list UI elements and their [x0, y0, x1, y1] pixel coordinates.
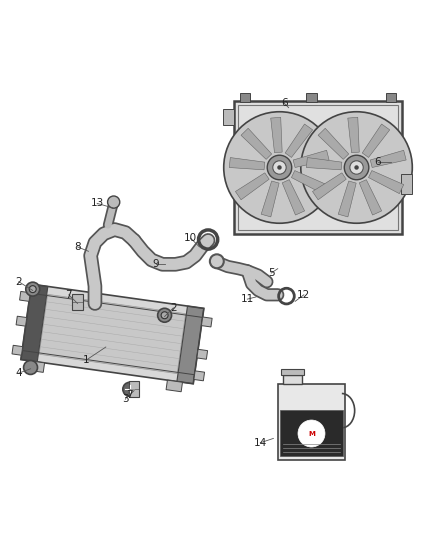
- Circle shape: [123, 382, 137, 396]
- Circle shape: [301, 112, 412, 223]
- Text: M: M: [308, 431, 315, 437]
- Text: 2: 2: [170, 303, 177, 313]
- Polygon shape: [291, 171, 327, 193]
- Polygon shape: [362, 124, 390, 157]
- Text: 8: 8: [74, 242, 81, 252]
- Polygon shape: [285, 124, 313, 157]
- Text: 11: 11: [240, 294, 254, 304]
- Bar: [234, 101, 402, 234]
- Text: 6: 6: [281, 98, 288, 108]
- Circle shape: [273, 161, 286, 174]
- Text: 4: 4: [15, 368, 22, 378]
- Bar: [28, 361, 45, 373]
- Polygon shape: [370, 150, 406, 167]
- Bar: [21, 284, 48, 362]
- Text: 3: 3: [122, 394, 129, 404]
- Text: 2: 2: [15, 277, 22, 287]
- Bar: [129, 382, 139, 397]
- Polygon shape: [235, 173, 269, 200]
- Bar: [240, 93, 251, 102]
- Polygon shape: [348, 117, 359, 152]
- Circle shape: [24, 360, 38, 375]
- Text: 9: 9: [152, 260, 159, 269]
- Polygon shape: [359, 180, 381, 215]
- Circle shape: [277, 165, 282, 169]
- Circle shape: [350, 161, 363, 174]
- Bar: [20, 292, 30, 301]
- Circle shape: [354, 165, 359, 169]
- Bar: [177, 306, 204, 384]
- Bar: [280, 410, 343, 456]
- Bar: [278, 384, 345, 460]
- Bar: [201, 317, 212, 327]
- Text: 6: 6: [374, 157, 381, 167]
- Polygon shape: [261, 181, 279, 217]
- Text: 12: 12: [297, 290, 311, 300]
- Polygon shape: [241, 128, 272, 159]
- Polygon shape: [306, 158, 342, 170]
- Bar: [72, 294, 83, 310]
- Polygon shape: [318, 128, 349, 159]
- Bar: [306, 93, 317, 102]
- Bar: [401, 174, 412, 194]
- Bar: [281, 369, 304, 375]
- Polygon shape: [338, 181, 356, 217]
- Bar: [197, 349, 208, 359]
- Circle shape: [26, 282, 40, 296]
- Circle shape: [298, 420, 325, 447]
- Circle shape: [224, 112, 335, 223]
- Bar: [238, 104, 398, 230]
- Bar: [12, 345, 23, 356]
- Circle shape: [29, 286, 36, 293]
- Text: 10: 10: [184, 233, 197, 243]
- Circle shape: [108, 196, 120, 208]
- Bar: [21, 284, 204, 384]
- Bar: [39, 294, 186, 374]
- Text: 1: 1: [83, 355, 89, 365]
- Bar: [16, 316, 27, 326]
- Circle shape: [158, 308, 172, 322]
- Polygon shape: [293, 150, 329, 167]
- Polygon shape: [368, 171, 404, 193]
- Text: 14: 14: [254, 438, 267, 448]
- Bar: [223, 109, 234, 125]
- Bar: [194, 371, 205, 381]
- Text: 5: 5: [268, 268, 275, 278]
- Text: 7: 7: [127, 390, 133, 400]
- Text: 7: 7: [66, 290, 72, 300]
- Bar: [166, 380, 183, 392]
- Polygon shape: [312, 173, 346, 200]
- Circle shape: [267, 155, 292, 180]
- Circle shape: [210, 254, 224, 268]
- Text: 13: 13: [91, 198, 104, 208]
- Bar: [283, 375, 302, 384]
- Bar: [21, 284, 204, 384]
- Polygon shape: [271, 117, 282, 152]
- Circle shape: [344, 155, 369, 180]
- Circle shape: [161, 312, 168, 319]
- Polygon shape: [282, 180, 304, 215]
- Polygon shape: [230, 158, 265, 170]
- Bar: [386, 93, 396, 102]
